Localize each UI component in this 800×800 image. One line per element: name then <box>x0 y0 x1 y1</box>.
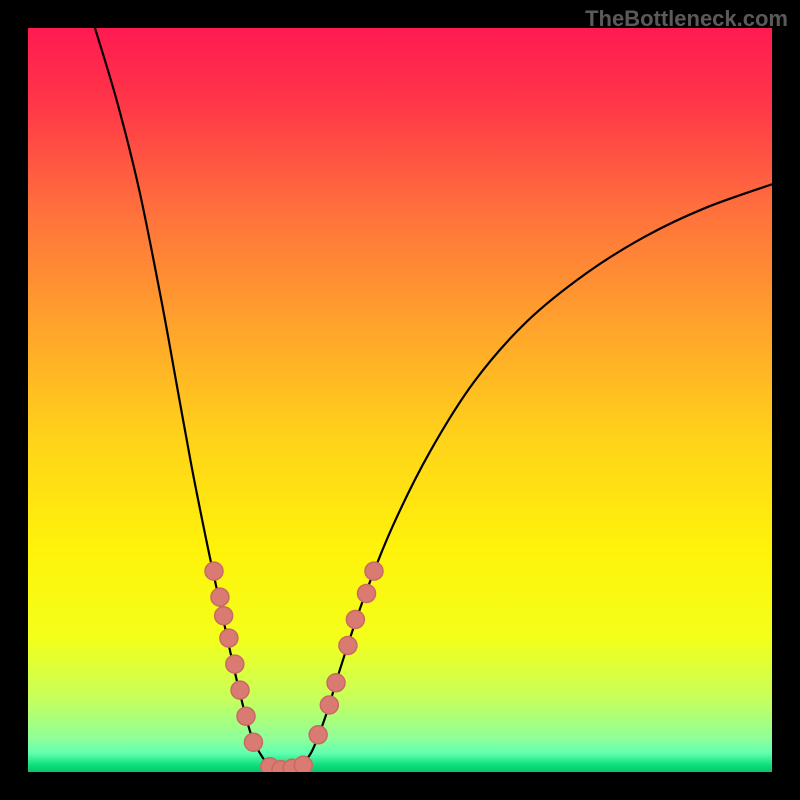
marker-right-0 <box>309 726 327 744</box>
marker-left-4 <box>226 655 244 673</box>
right-curve <box>296 184 772 768</box>
curve-layer <box>28 28 772 772</box>
marker-left-2 <box>215 607 233 625</box>
marker-right-2 <box>327 674 345 692</box>
marker-right-6 <box>365 562 383 580</box>
marker-right-1 <box>320 696 338 714</box>
plot-area <box>28 28 772 772</box>
marker-left-5 <box>231 681 249 699</box>
marker-left-0 <box>205 562 223 580</box>
marker-right-5 <box>358 584 376 602</box>
marker-left-7 <box>244 733 262 751</box>
marker-bottom-3 <box>294 756 312 772</box>
markers-bottom-group <box>261 756 312 772</box>
marker-left-6 <box>237 707 255 725</box>
watermark-text: TheBottleneck.com <box>585 6 788 32</box>
marker-right-4 <box>346 610 364 628</box>
chart-outer-frame: TheBottleneck.com <box>0 0 800 800</box>
markers-right-group <box>309 562 383 744</box>
marker-left-1 <box>211 588 229 606</box>
left-curve <box>95 28 274 768</box>
marker-left-3 <box>220 629 238 647</box>
marker-right-3 <box>339 637 357 655</box>
markers-left-group <box>205 562 262 751</box>
